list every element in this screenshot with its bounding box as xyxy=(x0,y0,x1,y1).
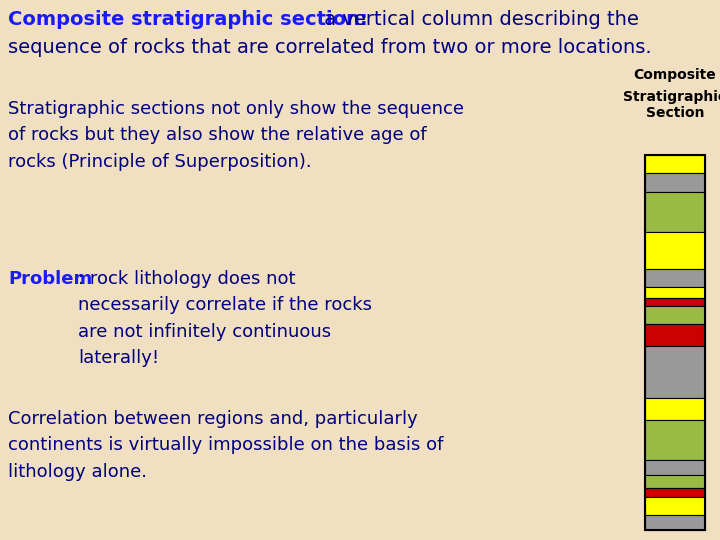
Bar xyxy=(645,192,705,232)
Bar xyxy=(645,269,705,287)
Text: sequence of rocks that are correlated from two or more locations.: sequence of rocks that are correlated fr… xyxy=(8,38,652,57)
Bar xyxy=(645,460,705,475)
Bar xyxy=(645,155,705,173)
Bar xyxy=(645,155,705,530)
Bar xyxy=(645,397,705,420)
Bar xyxy=(645,488,705,497)
Bar xyxy=(645,287,705,299)
Bar xyxy=(645,497,705,515)
Bar xyxy=(645,515,705,530)
Text: Composite stratigraphic section:: Composite stratigraphic section: xyxy=(8,10,368,29)
Bar xyxy=(645,306,705,324)
Bar xyxy=(645,173,705,192)
Bar xyxy=(645,346,705,397)
Text: a vertical column describing the: a vertical column describing the xyxy=(318,10,639,29)
Bar xyxy=(645,232,705,269)
Text: Stratigraphic sections not only show the sequence
of rocks but they also show th: Stratigraphic sections not only show the… xyxy=(8,100,464,171)
Text: Correlation between regions and, particularly
continents is virtually impossible: Correlation between regions and, particu… xyxy=(8,410,444,481)
Bar xyxy=(645,475,705,488)
Bar xyxy=(645,324,705,346)
Text: : rock lithology does not
necessarily correlate if the rocks
are not infinitely : : rock lithology does not necessarily co… xyxy=(78,270,372,367)
Text: Problem: Problem xyxy=(8,270,92,288)
Bar xyxy=(645,299,705,306)
Bar xyxy=(645,420,705,460)
Text: Composite: Composite xyxy=(634,68,716,82)
Text: Stratigraphic
Section: Stratigraphic Section xyxy=(624,90,720,120)
